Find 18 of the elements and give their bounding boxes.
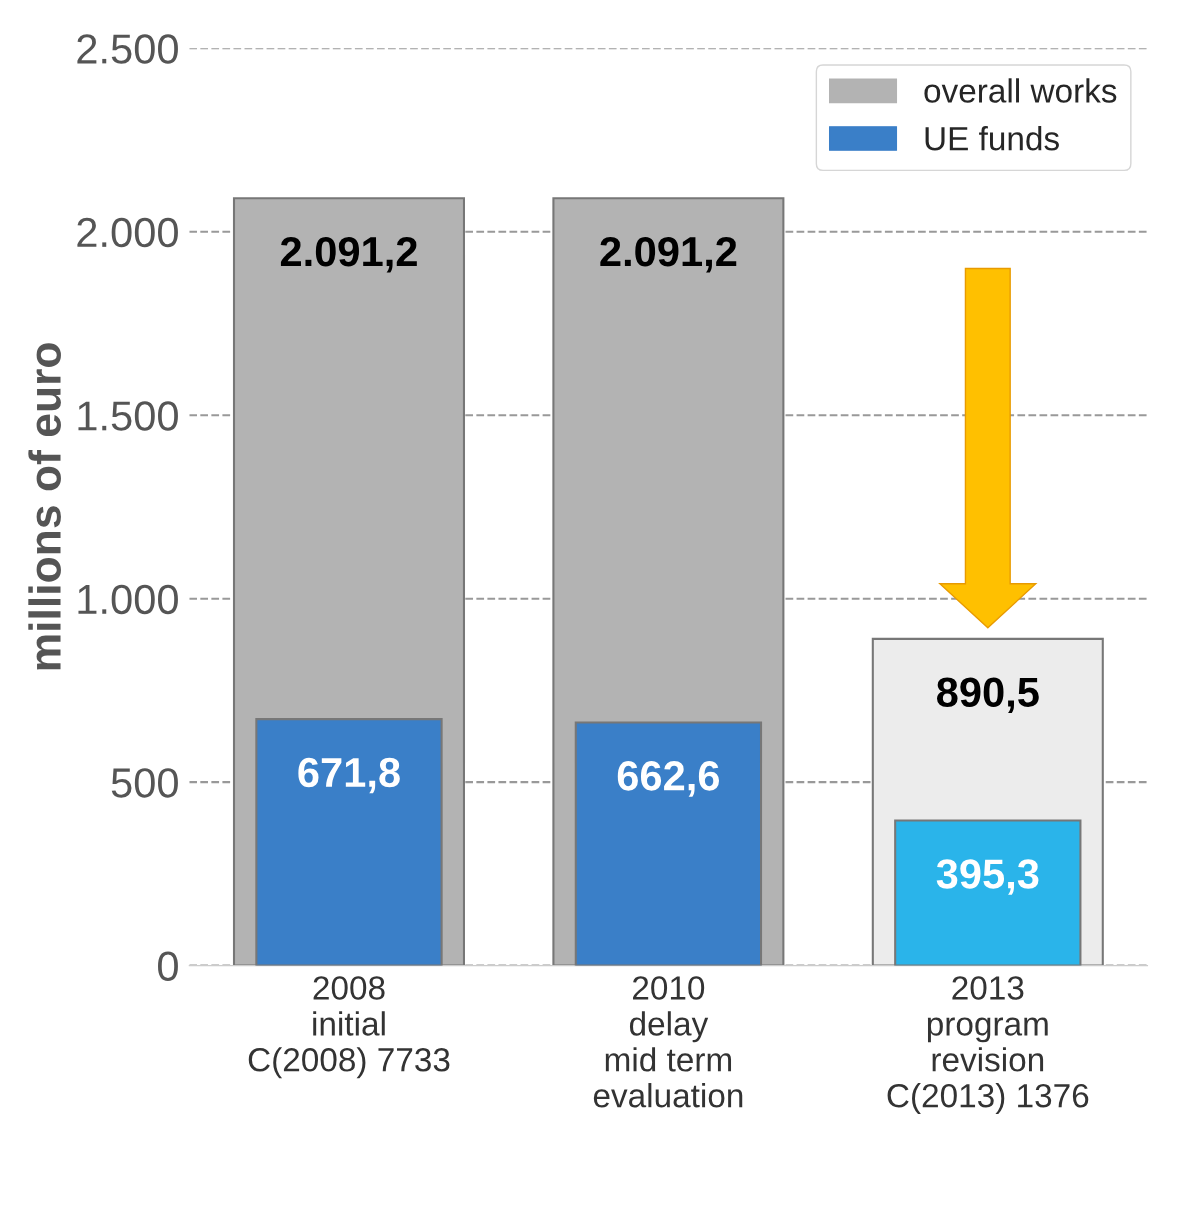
data-label: 662,6 (617, 761, 720, 797)
data-label: 2.091,2 (600, 236, 737, 273)
legend-label: overall works (924, 78, 1117, 103)
y-tick-label: 1.500 (78, 401, 178, 431)
x-tick-label: 2013 program revision C(2013) 1376 (887, 976, 1089, 1115)
x-tick-label: 2010 delay mid term evaluation (593, 976, 743, 1108)
x-tick-label: 2008 initial C(2008) 7733 (248, 976, 450, 1079)
data-label: 890,5 (937, 677, 1039, 714)
y-tick-label: 0 (158, 951, 178, 982)
y-axis-title: millions of euro (28, 343, 61, 670)
y-tick-label: 2.000 (77, 217, 178, 248)
data-label: 395,3 (936, 859, 1039, 895)
data-label: 671,8 (298, 757, 400, 794)
y-tick-label: 500 (111, 768, 178, 798)
y-tick-label: 2.500 (77, 34, 178, 64)
legend-label: UE funds (925, 126, 1059, 151)
data-label: 2.091,2 (280, 236, 417, 273)
y-tick-label: 1.000 (78, 584, 178, 615)
